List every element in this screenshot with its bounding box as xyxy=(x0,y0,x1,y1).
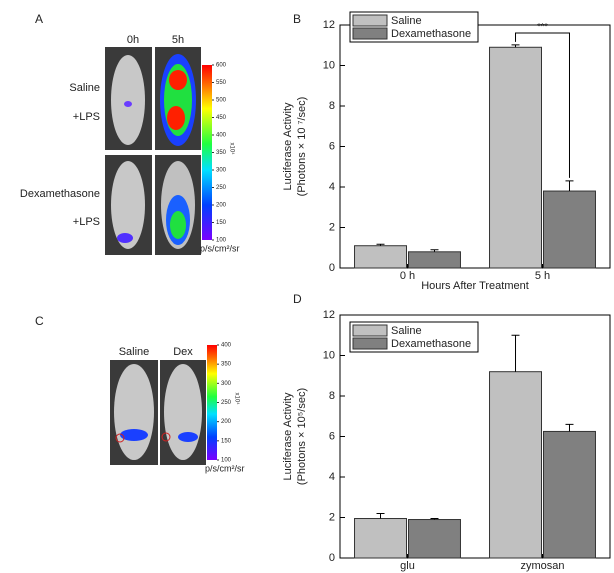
colorbar-scale: x10⁴ xyxy=(228,143,235,156)
colorbar-tick-label: 350 xyxy=(216,150,227,156)
colorbar-tick-label: 100 xyxy=(216,238,227,244)
row-label: Saline xyxy=(69,82,100,94)
legend-label: Dexamethasone xyxy=(391,338,471,350)
panel-label: D xyxy=(293,292,302,306)
y-tick-label: 6 xyxy=(329,140,335,152)
colorbar-tick-label: 400 xyxy=(221,343,232,349)
y-axis-label: (Photons × 10 ⁷/sec) xyxy=(296,97,308,197)
colorbar-tick-label: 200 xyxy=(216,203,227,209)
colorbar-unit: p/s/cm²/sr xyxy=(205,463,245,473)
colorbar-tick-label: 300 xyxy=(216,168,227,174)
y-tick-label: 0 xyxy=(329,552,335,564)
mouse-images-a xyxy=(105,47,212,255)
error-bar xyxy=(565,423,574,432)
column-label: C xyxy=(35,314,44,328)
panel-label: B xyxy=(293,12,301,26)
y-tick-label: 12 xyxy=(323,19,335,31)
legend-label: Saline xyxy=(391,325,422,337)
legend-swatch xyxy=(352,14,388,27)
bar xyxy=(489,46,542,269)
colorbar-tick-label: 250 xyxy=(216,185,227,191)
y-tick-label: 4 xyxy=(329,181,335,193)
y-axis-label: Luciferase Activity xyxy=(282,102,294,191)
colorbar-tick-label: 150 xyxy=(221,438,232,444)
column-label: Saline xyxy=(119,346,150,358)
error-bar xyxy=(376,243,385,246)
bar xyxy=(354,245,407,269)
row-label: Dexamethasone xyxy=(20,188,100,200)
bar xyxy=(543,190,596,269)
colorbar-tick-label: 100 xyxy=(221,458,232,464)
bar xyxy=(489,371,542,559)
y-axis-label: (Photons × 10⁵/sec) xyxy=(296,388,308,485)
legend-label: Dexamethasone xyxy=(391,28,471,40)
y-tick-label: 8 xyxy=(329,390,335,402)
y-tick-label: 8 xyxy=(329,100,335,112)
x-tick-label: 5 h xyxy=(535,270,550,282)
legend-label: Saline xyxy=(391,15,422,27)
y-tick-label: 10 xyxy=(323,59,335,71)
x-tick-label: 0 h xyxy=(400,270,415,282)
bar xyxy=(543,430,596,559)
mouse-images-c xyxy=(110,345,217,465)
legend-swatch xyxy=(352,337,388,350)
y-tick-label: 12 xyxy=(323,309,335,321)
error-bar xyxy=(376,512,385,519)
error-bar xyxy=(430,249,439,252)
colorbar-tick-label: 300 xyxy=(221,381,232,387)
y-tick-label: 6 xyxy=(329,430,335,442)
y-tick-label: 4 xyxy=(329,471,335,483)
column-label: 0h xyxy=(127,34,139,46)
colorbar-tick-label: 500 xyxy=(216,98,227,104)
colorbar-tick-label: 450 xyxy=(216,115,227,121)
colorbar-tick-label: 250 xyxy=(221,400,232,406)
row-label: +LPS xyxy=(73,216,100,228)
x-tick-label: glu xyxy=(400,560,415,572)
panel-label: A xyxy=(35,12,43,26)
legend-swatch xyxy=(352,27,388,40)
colorbar-tick-label: 150 xyxy=(216,220,227,226)
error-bar xyxy=(430,518,439,520)
colorbar-tick-label: 600 xyxy=(216,63,227,69)
bar xyxy=(408,519,461,559)
column-label: Dex xyxy=(173,346,193,358)
colorbar-tick-label: 400 xyxy=(216,133,227,139)
y-tick-label: 2 xyxy=(329,511,335,523)
legend-swatch xyxy=(352,324,388,337)
colorbar-scale: x10⁴ xyxy=(233,393,240,406)
y-axis-label: Luciferase Activity xyxy=(282,392,294,481)
y-tick-label: 0 xyxy=(329,262,335,274)
colorbar-unit: p/s/cm²/sr xyxy=(200,243,240,253)
y-tick-label: 2 xyxy=(329,221,335,233)
error-bar xyxy=(511,44,520,48)
x-tick-label: zymosan xyxy=(520,560,564,572)
bar xyxy=(354,518,407,559)
row-label: +LPS xyxy=(73,111,100,123)
bar xyxy=(408,251,461,269)
column-label: 5h xyxy=(172,34,184,46)
significance-bracket xyxy=(515,32,570,178)
error-bar xyxy=(511,334,520,372)
colorbar-tick-label: 550 xyxy=(216,80,227,86)
annotation: *** xyxy=(537,21,548,31)
colorbar-tick-label: 200 xyxy=(221,419,232,425)
error-bar xyxy=(565,180,574,192)
y-tick-label: 10 xyxy=(323,349,335,361)
colorbar-tick-label: 350 xyxy=(221,362,232,368)
x-axis-label: Hours After Treatment xyxy=(421,280,529,292)
